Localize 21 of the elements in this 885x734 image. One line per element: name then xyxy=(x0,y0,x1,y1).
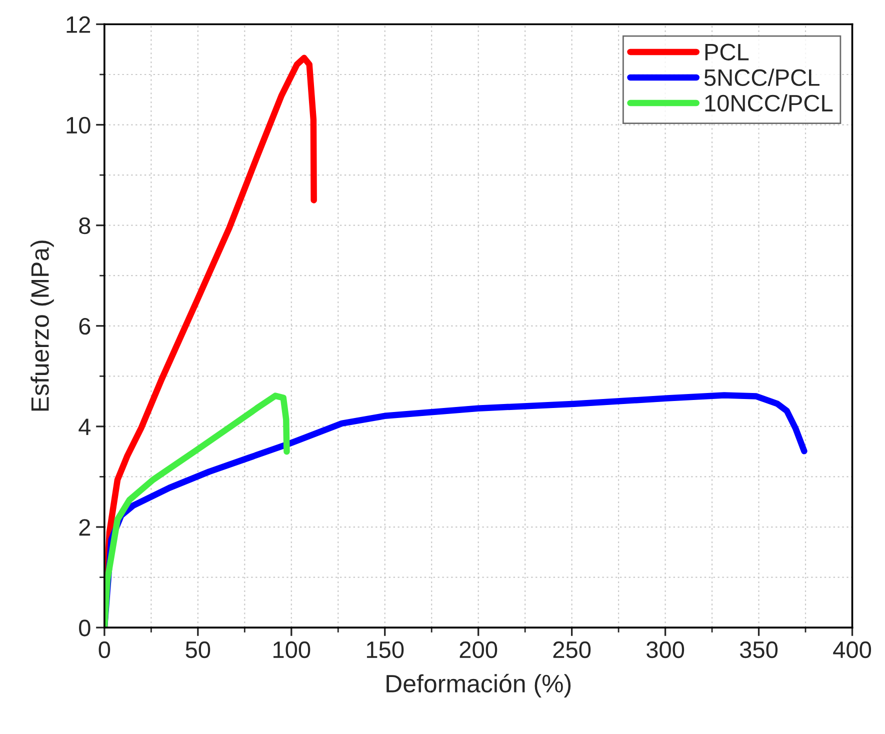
y-tick-label: 6 xyxy=(79,318,90,335)
y-axis-title: Esfuerzo (MPa) xyxy=(30,240,54,411)
x-tick-label: 200 xyxy=(460,641,498,658)
x-tick-label: 0 xyxy=(98,641,110,658)
y-tick-label: 8 xyxy=(79,217,90,234)
x-tick-label: 50 xyxy=(186,641,210,658)
x-tick-label: 100 xyxy=(273,641,310,658)
y-tick-label: 12 xyxy=(66,16,90,33)
y-tick-label: 2 xyxy=(79,519,90,536)
y-tick-label: 4 xyxy=(78,418,91,436)
y-tick-label: 10 xyxy=(66,116,90,134)
x-tick-label: 350 xyxy=(740,641,778,658)
x-tick-label: 300 xyxy=(646,641,684,658)
legend-label: PCL xyxy=(705,44,749,60)
x-tick-label: 250 xyxy=(553,641,591,658)
x-tick-label: 150 xyxy=(366,641,404,658)
legend-label: 10NCC/PCL xyxy=(705,94,833,112)
x-axis-title: Deformación (%) xyxy=(386,674,571,698)
legend-label: 5NCC/PCL xyxy=(704,68,820,86)
x-tick-label: 400 xyxy=(833,641,872,658)
y-tick-label: 0 xyxy=(79,620,90,636)
